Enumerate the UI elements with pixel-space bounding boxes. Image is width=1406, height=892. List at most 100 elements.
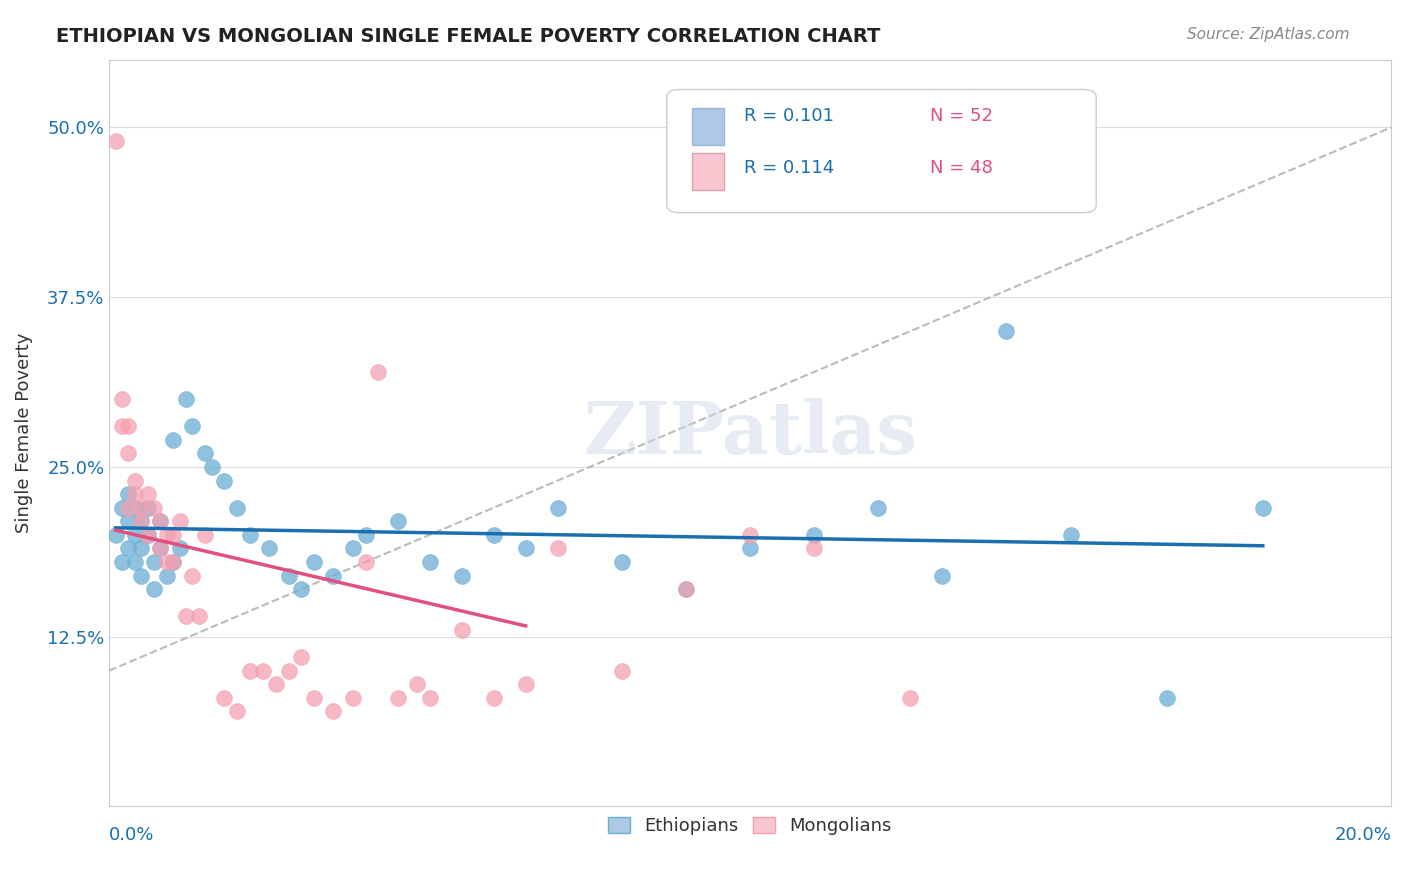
Bar [692,108,724,145]
Point [129,514,152,528]
Text: 0.0%: 0.0% [110,826,155,844]
Text: R = 0.101: R = 0.101 [744,107,834,125]
Point [803,528,825,542]
Point [547,541,569,556]
Point [143,582,166,596]
Point [450,623,472,637]
Point [149,541,172,556]
Point [124,555,146,569]
Point [354,555,377,569]
Point [124,500,146,515]
Legend: Ethiopians, Mongolians: Ethiopians, Mongolians [602,809,898,842]
Text: ETHIOPIAN VS MONGOLIAN SINGLE FEMALE POVERTY CORRELATION CHART: ETHIOPIAN VS MONGOLIAN SINGLE FEMALE POV… [56,27,880,45]
Point [201,459,224,474]
Point [124,528,146,542]
Point [931,568,953,582]
Point [136,500,159,515]
Y-axis label: Single Female Poverty: Single Female Poverty [15,333,32,533]
Point [405,677,427,691]
Point [181,568,204,582]
Point [111,392,134,406]
Point [149,541,172,556]
Point [111,555,134,569]
Point [277,664,299,678]
Point [156,568,179,582]
Point [450,568,472,582]
Point [675,582,697,596]
Point [194,446,217,460]
Point [149,514,172,528]
Point [419,555,441,569]
Point [302,690,325,705]
Point [995,324,1018,338]
Point [111,500,134,515]
Point [117,514,139,528]
Point [482,690,505,705]
Point [322,704,344,718]
Point [174,392,197,406]
Point [610,664,633,678]
Point [149,514,172,528]
Point [322,568,344,582]
Point [162,433,184,447]
Point [239,664,262,678]
Point [515,541,537,556]
Point [117,541,139,556]
Point [169,541,191,556]
Point [868,500,890,515]
Text: ZIPatlas: ZIPatlas [583,398,917,468]
Point [239,528,262,542]
Point [547,500,569,515]
Point [290,650,312,665]
FancyBboxPatch shape [666,89,1097,212]
Point [162,528,184,542]
Point [214,474,236,488]
Point [117,446,139,460]
Point [259,541,281,556]
Point [136,528,159,542]
Point [162,555,184,569]
Point [482,528,505,542]
Point [129,514,152,528]
Point [136,528,159,542]
Point [169,514,191,528]
Point [290,582,312,596]
Point [387,514,409,528]
Point [181,419,204,434]
Point [342,541,364,556]
Point [111,419,134,434]
Text: Source: ZipAtlas.com: Source: ZipAtlas.com [1187,27,1350,42]
Point [156,528,179,542]
Point [803,541,825,556]
Point [104,528,127,542]
Point [1156,690,1178,705]
Point [226,500,249,515]
Point [354,528,377,542]
Point [367,365,389,379]
Point [675,582,697,596]
Point [124,474,146,488]
Text: N = 52: N = 52 [929,107,993,125]
Point [194,528,217,542]
Point [226,704,249,718]
Point [610,555,633,569]
Point [1251,500,1274,515]
Point [129,541,152,556]
Point [515,677,537,691]
Bar [692,153,724,190]
Point [156,555,179,569]
Point [1059,528,1081,542]
Point [143,555,166,569]
Point [302,555,325,569]
Text: R = 0.114: R = 0.114 [744,159,834,177]
Point [117,487,139,501]
Point [117,500,139,515]
Point [277,568,299,582]
Point [143,500,166,515]
Point [264,677,287,691]
Point [419,690,441,705]
Point [342,690,364,705]
Point [252,664,274,678]
Point [162,555,184,569]
Point [738,541,761,556]
